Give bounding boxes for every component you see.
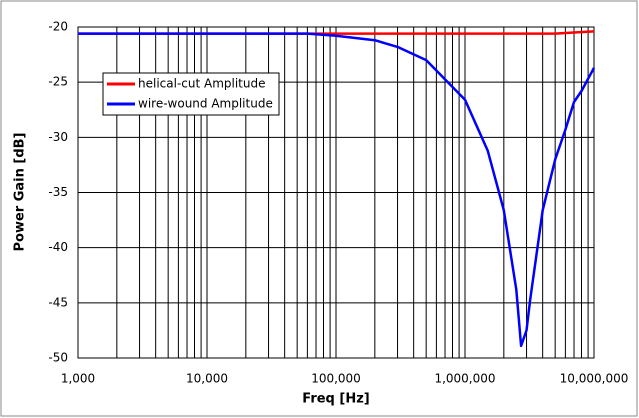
x-tick-label: 1,000,000 — [434, 372, 495, 386]
legend-label: wire-wound Amplitude — [138, 97, 273, 111]
legend — [102, 72, 280, 116]
legend-label: helical-cut Amplitude — [138, 77, 266, 91]
y-tick-label: -30 — [48, 130, 68, 144]
y-tick-label: -35 — [48, 185, 68, 199]
y-tick-label: -25 — [48, 75, 68, 89]
x-tick-label: 100,000 — [311, 372, 361, 386]
y-tick-label: -40 — [48, 240, 68, 254]
x-tick-label: 10,000,000 — [560, 372, 629, 386]
y-tick-label: -50 — [48, 351, 68, 365]
x-axis-title: Freq [Hz] — [302, 392, 369, 407]
y-tick-label: -20 — [48, 20, 68, 34]
y-axis-title: Power Gain [dB] — [13, 133, 28, 252]
x-tick-label: 10,000 — [186, 372, 228, 386]
line — [78, 32, 596, 348]
x-tick-label: 1,000 — [61, 372, 95, 386]
y-tick-label: -45 — [48, 295, 68, 309]
